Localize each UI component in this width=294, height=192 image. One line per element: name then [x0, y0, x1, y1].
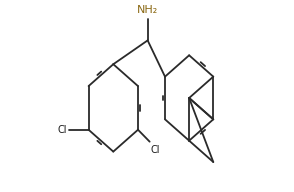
Text: Cl: Cl: [58, 125, 67, 135]
Text: Cl: Cl: [151, 145, 161, 155]
Text: NH₂: NH₂: [137, 5, 158, 15]
